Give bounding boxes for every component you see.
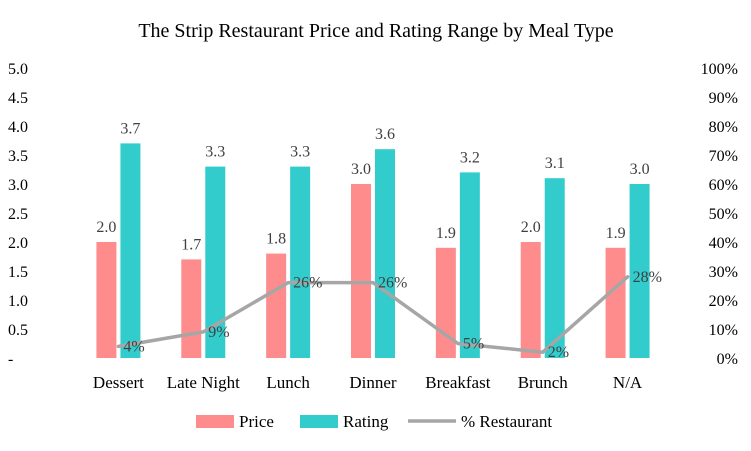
bar-rating <box>120 143 141 358</box>
right-tick-label: 10% <box>709 322 738 339</box>
right-tick-label: 40% <box>709 235 738 252</box>
left-tick-label: 2.5 <box>8 206 28 223</box>
bar-rating <box>205 166 226 358</box>
bars: 2.0 1.7 1.8 3.0 1.9 2.0 1.9 3.7 3.3 3.3 3.6 3.2 3.1 3… <box>96 120 650 358</box>
left-tick-label: 1.5 <box>8 264 28 281</box>
left-tick-label: 5.0 <box>8 61 28 78</box>
line-percent-restaurant <box>116 275 630 354</box>
line-data-label: 2% <box>548 344 569 361</box>
bar-rating <box>290 166 311 358</box>
left-tick-label: - <box>8 351 13 368</box>
right-tick-label: 30% <box>709 264 738 281</box>
line-data-label: 26% <box>293 275 322 292</box>
bar-data-label: 3.0 <box>630 161 650 178</box>
left-axis: - 0.5 1.0 1.5 2.0 2.5 3.0 3.5 4.0 4.5 5.0 <box>8 61 28 368</box>
bar-price <box>96 242 117 358</box>
line-data-label: 4% <box>123 338 144 355</box>
right-tick-label: 80% <box>709 119 738 136</box>
right-tick-label: 0% <box>717 351 738 368</box>
bar-data-label: 1.8 <box>266 231 286 248</box>
right-tick-label: 70% <box>709 148 738 165</box>
bar-rating <box>629 184 650 358</box>
legend: Price Rating % Restaurant <box>196 412 552 431</box>
bar-data-label: 1.9 <box>436 225 456 242</box>
chart-title: The Strip Restaurant Price and Rating Ra… <box>138 20 613 42</box>
bar-price <box>181 259 202 358</box>
bar-data-label: 3.0 <box>351 161 371 178</box>
right-tick-label: 20% <box>709 293 738 310</box>
legend-swatch-price <box>196 415 234 428</box>
x-tick-label: Lunch <box>266 373 310 392</box>
legend-swatch-rating <box>300 415 338 428</box>
bar-data-label: 3.3 <box>290 144 310 161</box>
bar-data-label: 2.0 <box>96 219 116 236</box>
bar-price <box>351 184 371 358</box>
right-tick-label: 60% <box>709 177 738 194</box>
x-tick-label: Dinner <box>349 373 397 392</box>
line-data-label: 5% <box>463 336 484 353</box>
left-tick-label: 3.0 <box>8 177 28 194</box>
bar-data-label: 1.9 <box>606 225 626 242</box>
bar-data-label: 1.7 <box>181 236 201 253</box>
right-tick-label: 90% <box>709 90 738 107</box>
bar-data-label: 3.2 <box>460 149 480 166</box>
bar-rating <box>544 178 565 358</box>
bar-data-label: 3.7 <box>120 120 140 137</box>
line-data-label: 26% <box>378 275 407 292</box>
legend-label: % Restaurant <box>461 412 552 431</box>
left-tick-label: 4.0 <box>8 119 28 136</box>
x-axis: Dessert Late Night Lunch Dinner Breakfast Bru… <box>93 373 643 392</box>
bar-data-label: 2.0 <box>521 219 541 236</box>
left-tick-label: 4.5 <box>8 90 28 107</box>
legend-label: Rating <box>343 412 389 431</box>
x-tick-label: N/A <box>613 373 643 392</box>
left-tick-label: 2.0 <box>8 235 28 252</box>
right-axis: 0% 10% 20% 30% 40% 50% 60% 70% 80% 90% 100% <box>701 61 738 368</box>
left-tick-label: 3.5 <box>8 148 28 165</box>
right-tick-label: 100% <box>701 61 738 78</box>
line-data-label: 28% <box>633 269 662 286</box>
bar-data-label: 3.1 <box>545 155 565 172</box>
line-series: 4% 9% 26% 26% 5% 2% 28% <box>116 269 662 361</box>
bar-rating <box>375 149 395 358</box>
line-data-label: 9% <box>208 324 229 341</box>
x-tick-label: Breakfast <box>425 373 490 392</box>
bar-price <box>605 247 626 358</box>
legend-label: Price <box>239 412 274 431</box>
bar-data-label: 3.6 <box>375 126 395 143</box>
x-tick-label: Brunch <box>518 373 569 392</box>
x-tick-label: Late Night <box>167 373 240 392</box>
bar-rating <box>459 172 480 358</box>
x-tick-label: Dessert <box>93 373 144 392</box>
bar-price <box>266 253 287 358</box>
bar-price <box>520 242 541 358</box>
bar-data-label: 3.3 <box>205 144 225 161</box>
right-tick-label: 50% <box>709 206 738 223</box>
left-tick-label: 0.5 <box>8 322 28 339</box>
left-tick-label: 1.0 <box>8 293 28 310</box>
